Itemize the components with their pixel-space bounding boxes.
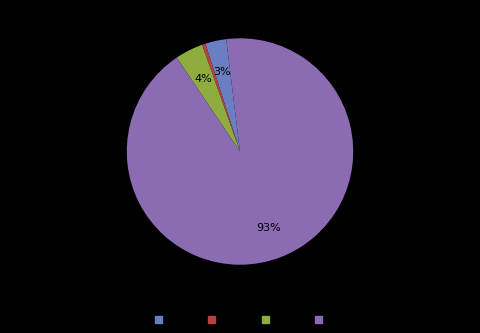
Wedge shape	[177, 45, 240, 152]
Text: 93%: 93%	[256, 223, 281, 233]
Text: 3%: 3%	[214, 67, 231, 77]
Text: 4%: 4%	[194, 74, 212, 84]
Legend: , , , : , , ,	[155, 315, 325, 325]
Wedge shape	[127, 38, 353, 265]
Wedge shape	[202, 44, 240, 152]
Wedge shape	[205, 39, 240, 152]
